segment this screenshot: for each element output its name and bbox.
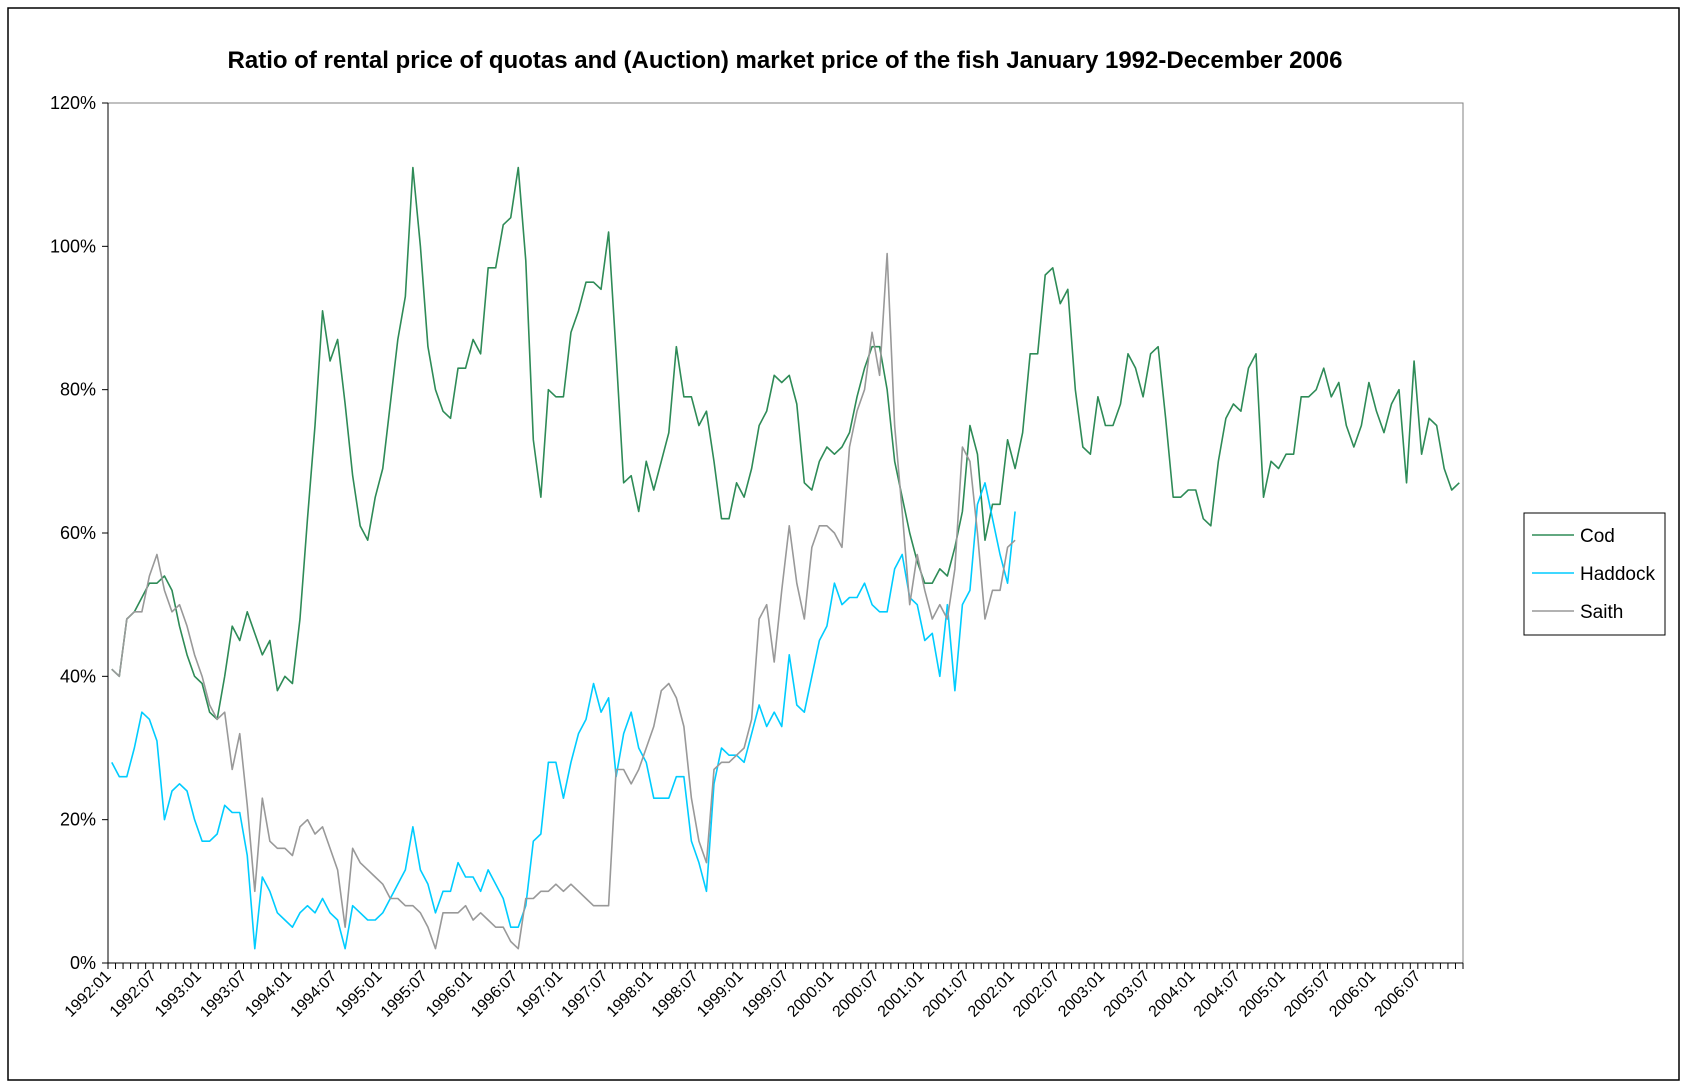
series-line bbox=[111, 252, 1016, 950]
legend-label: Saith bbox=[1580, 602, 1623, 623]
y-tick-label: 40% bbox=[60, 666, 96, 686]
legend-label: Cod bbox=[1580, 526, 1615, 547]
series-line bbox=[111, 166, 1460, 721]
legend-box bbox=[1523, 512, 1666, 636]
plot-area bbox=[107, 102, 1464, 964]
chart-title: Ratio of rental price of quotas and (Auc… bbox=[228, 47, 1343, 74]
y-tick-label: 20% bbox=[60, 810, 96, 830]
y-tick-label: 120% bbox=[50, 93, 96, 113]
legend-label: Haddock bbox=[1580, 564, 1655, 585]
y-tick-label: 100% bbox=[50, 236, 96, 256]
y-tick-label: 0% bbox=[70, 953, 96, 973]
y-tick-label: 60% bbox=[60, 523, 96, 543]
y-tick-label: 80% bbox=[60, 380, 96, 400]
series-line bbox=[111, 482, 1016, 950]
